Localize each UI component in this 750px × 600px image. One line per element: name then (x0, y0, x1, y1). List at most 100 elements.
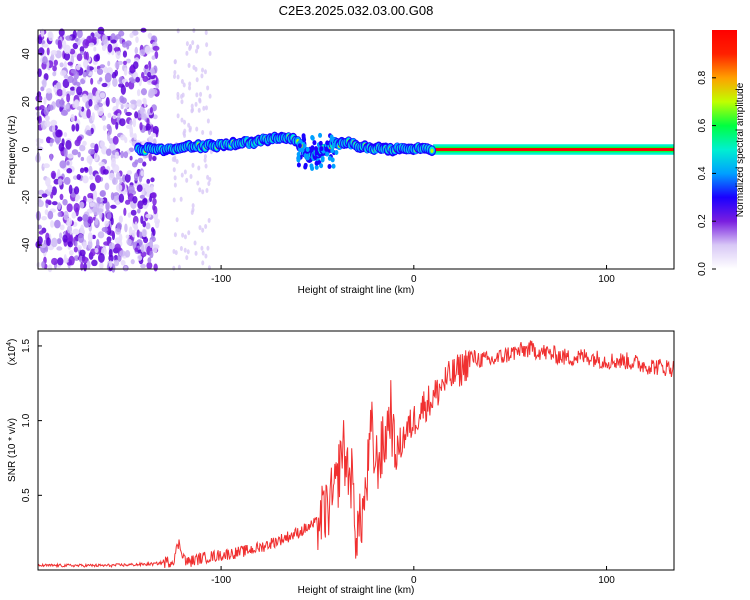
noise-blob (206, 85, 210, 91)
noise-blob (194, 101, 198, 107)
noise-blob (68, 184, 73, 195)
noise-blob (201, 260, 205, 266)
noise-blob (201, 227, 205, 233)
y-tick-label: 1.5 (21, 339, 32, 353)
noise-blob (129, 155, 133, 161)
noise-blob (96, 208, 104, 213)
noise-blob (86, 64, 90, 75)
noise-blob (152, 114, 158, 120)
noise-blob (74, 196, 79, 202)
noise-blob (173, 157, 177, 163)
noise-blob (172, 249, 176, 255)
noise-blob (52, 65, 57, 72)
noise-blob (105, 201, 110, 211)
noise-blob (74, 99, 80, 108)
noise-blob (58, 142, 65, 152)
signal-blob (327, 164, 332, 170)
noise-blob (99, 140, 106, 148)
noise-blob (102, 197, 108, 204)
noise-blob (122, 174, 126, 183)
noise-blob (121, 97, 127, 104)
noise-blob (62, 234, 68, 243)
noise-blob (127, 212, 132, 218)
noise-blob (196, 180, 200, 186)
noise-blob (41, 215, 47, 221)
signal-blob (334, 150, 339, 156)
noise-blob (76, 106, 82, 111)
noise-blob (181, 232, 185, 238)
noise-blob (127, 184, 135, 194)
noise-blob (147, 257, 152, 264)
noise-blob (66, 203, 73, 213)
noise-blob (206, 245, 210, 251)
noise-blob (69, 48, 76, 55)
noise-blob (140, 88, 148, 96)
noise-blob (139, 194, 145, 199)
noise-blob (107, 60, 111, 67)
noise-blob (46, 88, 52, 94)
signal-blob (331, 142, 336, 148)
signal-blob (302, 137, 307, 143)
noise-blob (99, 92, 106, 99)
noise-blob (87, 92, 94, 102)
signal-blob (303, 162, 308, 168)
colorbar-tick-label: 0.6 (697, 118, 708, 132)
noise-blob (150, 192, 157, 199)
noise-blob (172, 265, 176, 271)
noise-blob (132, 196, 138, 204)
noise-blob (113, 259, 120, 267)
snr-scale-label: (x104) (6, 339, 18, 366)
noise-blob (149, 74, 156, 80)
noise-blob (57, 39, 63, 49)
noise-blob (74, 240, 78, 247)
noise-blob (204, 105, 208, 111)
noise-blob (76, 174, 82, 181)
noise-blob (91, 259, 98, 267)
noise-blob (62, 87, 67, 97)
noise-blob (106, 236, 112, 243)
noise-blob (183, 169, 187, 175)
noise-blob (151, 55, 156, 60)
noise-blob (37, 236, 43, 245)
noise-blob (35, 137, 42, 144)
noise-blob (180, 79, 184, 85)
noise-blob (146, 178, 151, 184)
noise-blob (47, 210, 54, 220)
noise-blob (129, 132, 134, 138)
noise-blob (118, 233, 123, 242)
noise-blob (53, 59, 58, 66)
noise-blob (104, 72, 112, 83)
noise-blob (94, 247, 99, 254)
noise-blob (176, 91, 180, 97)
signal-blob (296, 155, 301, 161)
noise-blob (172, 197, 176, 203)
noise-blob (42, 163, 50, 169)
noise-blob (152, 155, 157, 162)
noise-blob (88, 42, 95, 47)
noise-blob (84, 167, 89, 173)
noise-blob (65, 103, 70, 110)
noise-blob (36, 262, 41, 268)
noise-blob (46, 237, 51, 247)
noise-blob (142, 161, 147, 167)
noise-blob (207, 218, 211, 224)
noise-blob (89, 182, 96, 192)
noise-blob (82, 71, 87, 78)
noise-blob (137, 200, 144, 210)
noise-blob (95, 174, 102, 184)
noise-blob (63, 254, 67, 264)
noise-blob (134, 46, 139, 55)
noise-blob (140, 113, 147, 120)
noise-blob (139, 49, 146, 56)
noise-blob (42, 56, 48, 65)
noise-blob (176, 113, 180, 119)
x-tick-label: 100 (598, 575, 615, 586)
noise-blob (86, 197, 93, 203)
noise-blob (56, 238, 62, 245)
noise-blob (175, 217, 179, 223)
noise-blob (149, 239, 154, 248)
noise-blob (111, 157, 116, 167)
noise-blob (188, 44, 192, 50)
colorbar-tick-label: 0.2 (697, 214, 708, 228)
